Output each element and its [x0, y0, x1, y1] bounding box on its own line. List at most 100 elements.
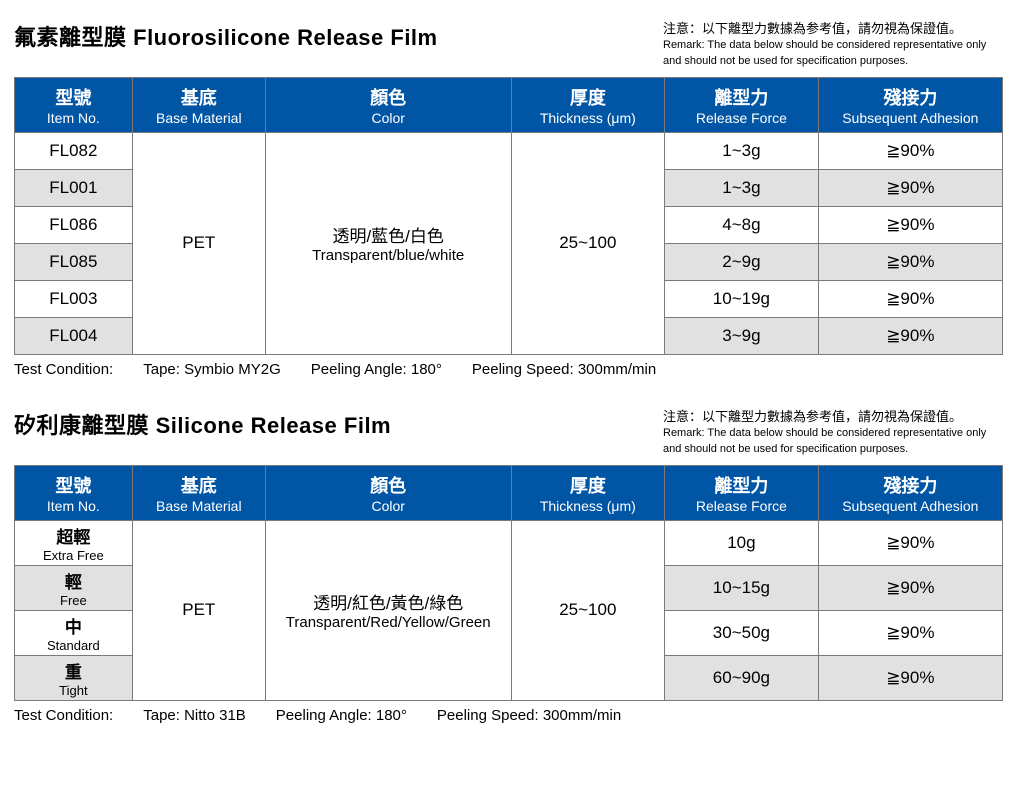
item-en: Free: [19, 593, 128, 608]
title-zh: 氟素離型膜: [14, 25, 127, 50]
col-header-zh: 型號: [19, 472, 128, 498]
cell-item: FL003: [15, 280, 133, 317]
cell-base-material: PET: [132, 520, 265, 700]
cell-adhesion: ≧90%: [818, 280, 1002, 317]
color-en: Transparent/Red/Yellow/Green: [270, 614, 507, 631]
test-condition: Test Condition:Tape: Symbio MY2GPeeling …: [14, 361, 1003, 378]
col-header-2: 顏色Color: [265, 465, 511, 520]
table-row: 超輕Extra FreePET透明/紅色/黃色/綠色Transparent/Re…: [15, 520, 1003, 565]
col-header-4: 離型力Release Force: [665, 465, 819, 520]
test-condition: Test Condition:Tape: Nitto 31BPeeling An…: [14, 707, 1003, 724]
cell-adhesion: ≧90%: [818, 243, 1002, 280]
cell-thickness: 25~100: [511, 132, 665, 354]
col-header-5: 殘接力Subsequent Adhesion: [818, 77, 1002, 132]
col-header-en: Subsequent Adhesion: [823, 498, 998, 514]
col-header-1: 基底Base Material: [132, 77, 265, 132]
color-en: Transparent/blue/white: [270, 247, 507, 264]
col-header-en: Release Force: [669, 498, 814, 514]
item-zh: 重: [19, 658, 128, 683]
remark-en: Remark: The data below should be conside…: [663, 426, 1003, 457]
col-header-en: Release Force: [669, 110, 814, 126]
cell-thickness: 25~100: [511, 520, 665, 700]
section-1: 矽利康離型膜 Silicone Release Film注意：以下離型力數據為参…: [14, 408, 1003, 724]
section-header: 矽利康離型膜 Silicone Release Film注意：以下離型力數據為参…: [14, 408, 1003, 457]
col-header-zh: 型號: [19, 84, 128, 110]
cell-item: FL004: [15, 317, 133, 354]
cell-item: FL001: [15, 169, 133, 206]
cell-adhesion: ≧90%: [818, 169, 1002, 206]
col-header-2: 顏色Color: [265, 77, 511, 132]
item-en: Standard: [19, 638, 128, 653]
cell-adhesion: ≧90%: [818, 317, 1002, 354]
cell-item: 重Tight: [15, 655, 133, 700]
col-header-zh: 厚度: [516, 84, 661, 110]
col-header-5: 殘接力Subsequent Adhesion: [818, 465, 1002, 520]
footer-angle: Peeling Angle: 180°: [276, 707, 407, 724]
footer-tape: Tape: Nitto 31B: [143, 707, 246, 724]
cell-release-force: 10g: [665, 520, 819, 565]
col-header-4: 離型力Release Force: [665, 77, 819, 132]
footer-tape: Tape: Symbio MY2G: [143, 361, 281, 378]
col-header-en: Thickness (μm): [516, 498, 661, 514]
title-en: Silicone Release Film: [149, 413, 391, 438]
cell-release-force: 2~9g: [665, 243, 819, 280]
col-header-0: 型號Item No.: [15, 465, 133, 520]
color-zh: 透明/藍色/白色: [270, 222, 507, 247]
col-header-en: Subsequent Adhesion: [823, 110, 998, 126]
spec-table: 型號Item No.基底Base Material顏色Color厚度Thickn…: [14, 77, 1003, 355]
col-header-zh: 離型力: [669, 472, 814, 498]
cell-adhesion: ≧90%: [818, 206, 1002, 243]
title-en: Fluorosilicone Release Film: [127, 25, 438, 50]
cell-release-force: 1~3g: [665, 169, 819, 206]
cell-base-material: PET: [132, 132, 265, 354]
col-header-en: Item No.: [19, 498, 128, 514]
spec-table: 型號Item No.基底Base Material顏色Color厚度Thickn…: [14, 465, 1003, 701]
col-header-en: Item No.: [19, 110, 128, 126]
col-header-zh: 基底: [137, 84, 261, 110]
remark-box: 注意：以下離型力數據為参考值，請勿視為保證值。Remark: The data …: [663, 408, 1003, 457]
item-zh: 輕: [19, 568, 128, 593]
col-header-zh: 顏色: [270, 84, 507, 110]
col-header-3: 厚度Thickness (μm): [511, 77, 665, 132]
footer-angle: Peeling Angle: 180°: [311, 361, 442, 378]
footer-speed: Peeling Speed: 300mm/min: [437, 707, 621, 724]
item-zh: 中: [19, 613, 128, 638]
col-header-zh: 基底: [137, 472, 261, 498]
item-en: Extra Free: [19, 548, 128, 563]
cell-release-force: 10~19g: [665, 280, 819, 317]
section-title: 氟素離型膜 Fluorosilicone Release Film: [14, 20, 438, 52]
col-header-en: Thickness (μm): [516, 110, 661, 126]
col-header-zh: 顏色: [270, 472, 507, 498]
item-en: Tight: [19, 683, 128, 698]
cell-release-force: 3~9g: [665, 317, 819, 354]
cell-release-force: 1~3g: [665, 132, 819, 169]
cell-adhesion: ≧90%: [818, 610, 1002, 655]
cell-release-force: 10~15g: [665, 565, 819, 610]
section-0: 氟素離型膜 Fluorosilicone Release Film 注意：以下離型…: [14, 20, 1003, 378]
col-header-0: 型號Item No.: [15, 77, 133, 132]
item-zh: 超輕: [19, 523, 128, 548]
col-header-en: Color: [270, 110, 507, 126]
cell-color: 透明/藍色/白色Transparent/blue/white: [265, 132, 511, 354]
cell-item: 中Standard: [15, 610, 133, 655]
table-row: FL082PET透明/藍色/白色Transparent/blue/white25…: [15, 132, 1003, 169]
cell-release-force: 30~50g: [665, 610, 819, 655]
cell-adhesion: ≧90%: [818, 132, 1002, 169]
cell-adhesion: ≧90%: [818, 520, 1002, 565]
col-header-zh: 離型力: [669, 84, 814, 110]
remark-box: 注意：以下離型力數據為参考值，請勿視為保證值。Remark: The data …: [663, 20, 1003, 69]
cell-adhesion: ≧90%: [818, 565, 1002, 610]
cell-release-force: 4~8g: [665, 206, 819, 243]
col-header-zh: 殘接力: [823, 472, 998, 498]
footer-speed: Peeling Speed: 300mm/min: [472, 361, 656, 378]
cell-adhesion: ≧90%: [818, 655, 1002, 700]
cell-release-force: 60~90g: [665, 655, 819, 700]
section-header: 氟素離型膜 Fluorosilicone Release Film 注意：以下離型…: [14, 20, 1003, 69]
cell-item: 超輕Extra Free: [15, 520, 133, 565]
cell-color: 透明/紅色/黃色/綠色Transparent/Red/Yellow/Green: [265, 520, 511, 700]
cell-item: FL086: [15, 206, 133, 243]
color-zh: 透明/紅色/黃色/綠色: [270, 589, 507, 614]
col-header-en: Base Material: [137, 110, 261, 126]
col-header-1: 基底Base Material: [132, 465, 265, 520]
col-header-en: Base Material: [137, 498, 261, 514]
